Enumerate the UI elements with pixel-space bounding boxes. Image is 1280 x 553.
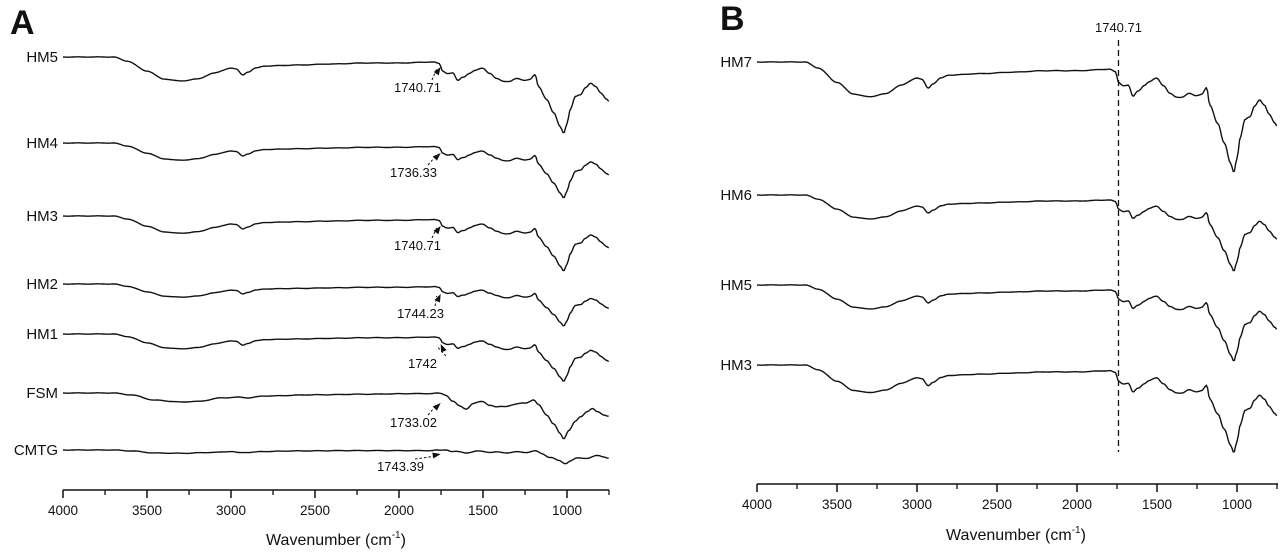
arrowhead-icon <box>432 153 441 161</box>
trace-label: HM7 <box>720 54 752 71</box>
panel-a: A HM5 1740.71 HM4 1736.33 HM3 1740.71 HM2 1744.… <box>10 4 610 549</box>
trace-label: HM3 <box>720 357 752 374</box>
trace-label: FSM <box>26 385 58 402</box>
arrowhead-icon <box>432 403 441 411</box>
peak-annotation: 1742 <box>408 356 437 371</box>
tick-label: 2000 <box>1062 497 1092 512</box>
tick-label: 3000 <box>902 497 932 512</box>
spectrum-line <box>62 392 609 440</box>
arrowhead-icon <box>434 294 441 303</box>
tick-label: 2500 <box>982 497 1012 512</box>
spectrum-line <box>756 364 1278 453</box>
trace-hm3: HM3 1740.71 <box>26 208 610 272</box>
tick-label: 3500 <box>132 503 162 518</box>
arrowhead-icon <box>432 452 441 459</box>
tick-label: 4000 <box>48 503 78 518</box>
trace-fsm: FSM 1733.02 <box>26 385 609 440</box>
peak-annotation: 1736.33 <box>390 165 437 180</box>
trace-hm3: HM3 <box>720 357 1278 453</box>
spectrum-line <box>62 56 610 134</box>
peak-annotation: 1733.02 <box>390 415 437 430</box>
panel-b: B HM7 HM6 HM5 HM3 1740.71 4000 3500 3000 2500 20… <box>720 0 1278 544</box>
spectrum-line <box>62 142 610 199</box>
tick-label: 2500 <box>300 503 330 518</box>
tick-label: 2000 <box>384 503 414 518</box>
tick-label: 1000 <box>1222 497 1252 512</box>
spectrum-line <box>62 333 610 382</box>
traces-b: HM7 HM6 HM5 HM3 1740.71 <box>720 20 1278 453</box>
tick-label: 3500 <box>822 497 852 512</box>
x-axis-a: 4000 3500 3000 2500 2000 1500 1000 <box>48 489 610 518</box>
trace-cmtg: CMTG 1743.39 <box>14 442 609 474</box>
spectrum-line <box>756 194 1278 272</box>
trace-hm6: HM6 <box>720 187 1278 272</box>
tick-label: 1500 <box>468 503 498 518</box>
arrowhead-icon <box>440 344 447 353</box>
annotation-arrow <box>434 295 438 307</box>
reference-line-label: 1740.71 <box>1095 20 1142 35</box>
trace-label: HM3 <box>26 208 58 225</box>
trace-label: HM5 <box>26 49 58 66</box>
spectrum-line <box>756 284 1278 362</box>
trace-hm7: HM7 <box>720 54 1278 173</box>
trace-hm5: HM5 1740.71 <box>26 49 610 134</box>
peak-annotation: 1744.23 <box>397 306 444 321</box>
x-axis-title-a: Wavenumber (cm-1) <box>266 530 406 549</box>
trace-hm4: HM4 1736.33 <box>26 135 610 199</box>
spectrum-line <box>62 215 610 272</box>
tick-label: 4000 <box>742 497 772 512</box>
arrowhead-icon <box>433 67 441 76</box>
x-axis-b: 4000 3500 3000 2500 2000 1500 1000 <box>742 483 1278 512</box>
panel-letter-b: B <box>720 0 745 38</box>
trace-label: CMTG <box>14 442 58 459</box>
tick-label: 1000 <box>552 503 582 518</box>
trace-hm1: HM1 1742 <box>26 326 610 382</box>
trace-hm2: HM2 1744.23 <box>26 276 610 327</box>
trace-label: HM2 <box>26 276 58 293</box>
trace-label: HM5 <box>720 277 752 294</box>
peak-annotation: 1740.71 <box>394 238 441 253</box>
trace-hm5: HM5 <box>720 277 1278 362</box>
peak-annotation: 1740.71 <box>394 80 441 95</box>
peak-annotation: 1743.39 <box>377 459 424 474</box>
panel-letter-a: A <box>10 4 35 42</box>
arrowhead-icon <box>433 226 441 235</box>
trace-label: HM6 <box>720 187 752 204</box>
tick-label: 1500 <box>1142 497 1172 512</box>
x-axis-title-b: Wavenumber (cm-1) <box>946 525 1086 544</box>
traces-a: HM5 1740.71 HM4 1736.33 HM3 1740.71 HM2 1744.23… <box>14 49 610 474</box>
trace-label: HM4 <box>26 135 58 152</box>
spectrum-line <box>62 283 610 327</box>
spectrum-line <box>756 61 1278 173</box>
tick-label: 3000 <box>216 503 246 518</box>
trace-label: HM1 <box>26 326 58 343</box>
spectrum-line <box>62 449 609 465</box>
